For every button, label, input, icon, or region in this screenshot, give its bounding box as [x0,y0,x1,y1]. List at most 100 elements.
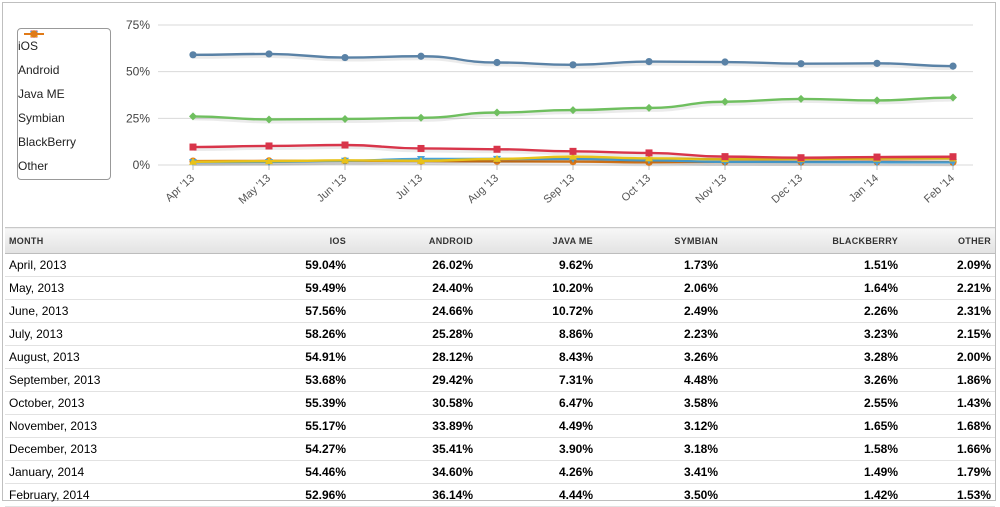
value-cell: 8.86% [477,322,597,346]
data-point-symbian [341,156,349,164]
value-cell: 1.79% [902,460,995,484]
data-point-android [569,106,577,115]
value-cell: 10.72% [477,299,597,323]
series-android [189,93,957,124]
legend-symbol-other [24,30,44,38]
data-point-java-me [265,142,273,150]
data-point-android [265,115,273,124]
column-header-blackberry[interactable]: BLACKBERRY [722,227,902,254]
month-cell: November, 2013 [5,414,135,438]
value-cell: 55.39% [135,391,350,415]
month-cell: April, 2013 [5,253,135,277]
legend-item-blackberry[interactable]: BlackBerry [18,31,110,154]
column-header-other[interactable]: OTHER [902,227,995,254]
chart-legend: iOS Android Java ME Symbian BlackBerry Other [17,28,111,180]
value-cell: 1.73% [597,253,722,277]
value-cell: 59.49% [135,276,350,300]
value-cell: 1.64% [722,276,902,300]
data-point-symbian [265,157,273,165]
legend-item-android[interactable]: Android [18,30,110,82]
value-cell: 26.02% [350,253,477,277]
value-cell: 8.43% [477,345,597,369]
value-cell: 1.49% [722,460,902,484]
table-row: December, 2013 54.27% 35.41% 3.90% 3.18% 1.58… [5,437,995,461]
value-cell: 3.58% [597,391,722,415]
x-tick-label: Apr '13 [163,172,197,204]
x-tick-label: Nov '13 [694,172,729,206]
legend-label: Symbian [18,111,65,125]
legend-item-other[interactable]: Other [18,30,110,178]
value-cell: 3.18% [597,437,722,461]
x-tick-label: Jan '14 [847,172,881,204]
data-point-java-me [569,147,577,155]
value-cell: 9.62% [477,253,597,277]
y-tick-label: 75% [126,18,150,32]
value-cell: 1.86% [902,368,995,392]
data-point-ios [797,60,805,68]
data-point-java-me [341,141,349,149]
data-point-java-me [949,153,957,161]
data-point-ios [265,50,273,58]
value-cell: 7.31% [477,368,597,392]
value-cell: 52.96% [135,483,350,507]
month-cell: October, 2013 [5,391,135,415]
value-cell: 3.50% [597,483,722,507]
value-cell: 4.44% [477,483,597,507]
month-cell: July, 2013 [5,322,135,346]
data-point-symbian [569,152,577,160]
data-point-java-me [873,153,881,161]
table-row: January, 2014 54.46% 34.60% 4.26% 3.41% 1.49%… [5,460,995,484]
data-point-android [645,103,653,112]
table-row: February, 2014 52.96% 36.14% 4.44% 3.50% 1.42… [5,483,995,507]
data-point-java-me [493,145,501,153]
value-cell: 35.41% [350,437,477,461]
x-tick-label: May '13 [237,172,273,206]
x-tick-label: Feb '14 [922,172,957,205]
value-cell: 3.23% [722,322,902,346]
data-table-container: MONTH IOS ANDROID JAVA ME SYMBIAN BLACKBERRY O… [5,227,995,507]
value-cell: 55.17% [135,414,350,438]
value-cell: 54.46% [135,460,350,484]
value-cell: 4.49% [477,414,597,438]
column-header-symbian[interactable]: SYMBIAN [597,227,722,254]
data-point-ios [949,62,957,70]
data-point-android [797,94,805,103]
value-cell: 2.31% [902,299,995,323]
x-tick-label: Jun '13 [315,172,349,204]
value-cell: 3.12% [597,414,722,438]
column-header-month[interactable]: MONTH [5,227,135,254]
month-cell: January, 2014 [5,460,135,484]
data-table: MONTH IOS ANDROID JAVA ME SYMBIAN BLACKBERRY O… [5,227,995,507]
table-header-row: MONTH IOS ANDROID JAVA ME SYMBIAN BLACKBERRY O… [5,227,995,254]
table-row: November, 2013 55.17% 33.89% 4.49% 3.12% 1.65… [5,414,995,438]
data-point-symbian [645,154,653,162]
value-cell: 2.09% [902,253,995,277]
data-point-symbian [417,156,425,164]
value-cell: 28.12% [350,345,477,369]
legend-item-java-me[interactable]: Java ME [18,30,110,106]
table-row: August, 2013 54.91% 28.12% 8.43% 3.26% 3.28% 2… [5,345,995,369]
value-cell: 58.26% [135,322,350,346]
legend-item-symbian[interactable]: Symbian [18,30,110,130]
month-cell: May, 2013 [5,276,135,300]
data-point-android [341,114,349,123]
month-cell: August, 2013 [5,345,135,369]
value-cell: 25.28% [350,322,477,346]
value-cell: 2.06% [597,276,722,300]
value-cell: 2.23% [597,322,722,346]
data-point-ios [721,58,729,66]
x-tick-label: Aug '13 [466,172,502,206]
data-point-android [721,97,729,106]
column-header-ios[interactable]: IOS [135,227,350,254]
column-header-java-me[interactable]: JAVA ME [477,227,597,254]
value-cell: 24.66% [350,299,477,323]
column-header-android[interactable]: ANDROID [350,227,477,254]
y-tick-label: 50% [126,65,150,79]
data-point-ios [493,58,501,67]
data-point-ios [873,59,881,67]
table-row: October, 2013 55.39% 30.58% 6.47% 3.58% 2.55%… [5,391,995,415]
value-cell: 30.58% [350,391,477,415]
chart-svg: 75% 50% 25% 0% Apr '13 May '13 Jun '13 Jul '13 A… [126,18,973,207]
month-cell: February, 2014 [5,483,135,507]
